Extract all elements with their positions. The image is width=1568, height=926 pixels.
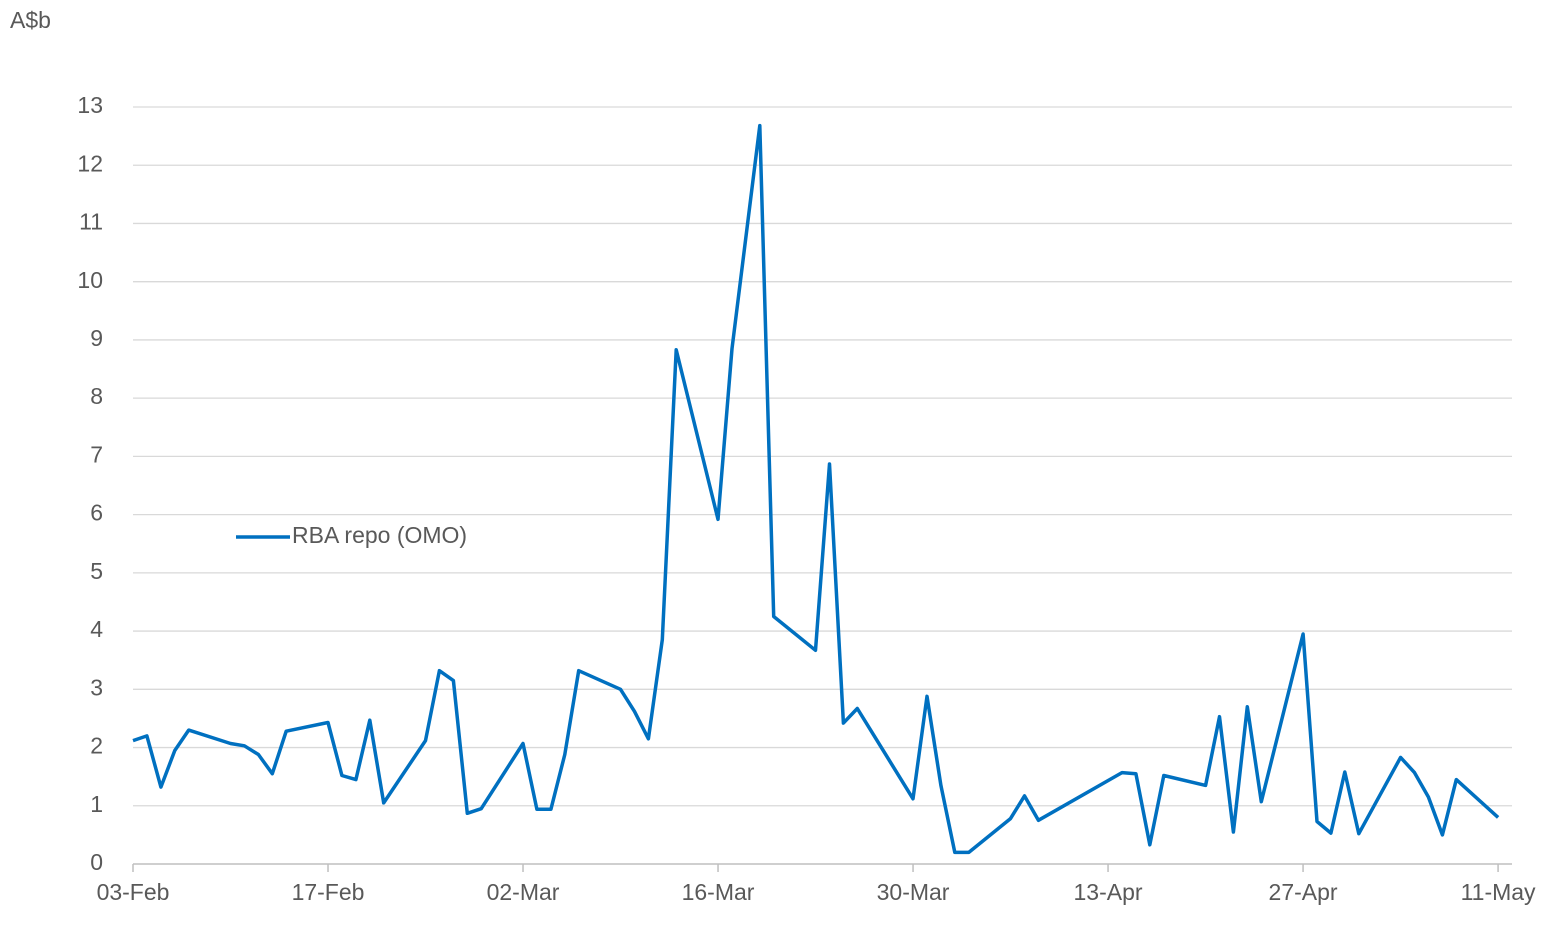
x-tick-label: 13-Apr (1074, 879, 1143, 905)
x-tick-label: 17-Feb (292, 879, 365, 905)
y-tick-label: 4 (90, 616, 103, 642)
x-tick-label: 02-Mar (487, 879, 560, 905)
y-tick-label: 1 (90, 791, 103, 817)
y-tick-label: 9 (90, 325, 103, 351)
x-tick-label: 03-Feb (97, 879, 170, 905)
y-tick-label: 5 (90, 558, 103, 584)
y-tick-label: 7 (90, 441, 103, 467)
y-tick-label: 10 (77, 267, 103, 293)
legend-label: RBA repo (OMO) (292, 522, 467, 548)
y-tick-label: 0 (90, 849, 103, 875)
x-tick-label: 30-Mar (877, 879, 950, 905)
y-tick-label: 6 (90, 500, 103, 526)
y-tick-label: 2 (90, 733, 103, 759)
x-tick-label: 11-May (1461, 879, 1536, 905)
data-line (132, 123, 1500, 855)
y-tick-label: 3 (90, 674, 103, 700)
x-tick-label: 16-Mar (682, 879, 755, 905)
x-tick-label: 27-Apr (1269, 879, 1338, 905)
y-tick-label: 13 (77, 92, 103, 118)
y-axis-label: A$b (10, 7, 51, 33)
y-tick-label: 8 (90, 383, 103, 409)
y-tick-label: 11 (79, 209, 103, 235)
y-tick-label: 12 (77, 150, 103, 176)
